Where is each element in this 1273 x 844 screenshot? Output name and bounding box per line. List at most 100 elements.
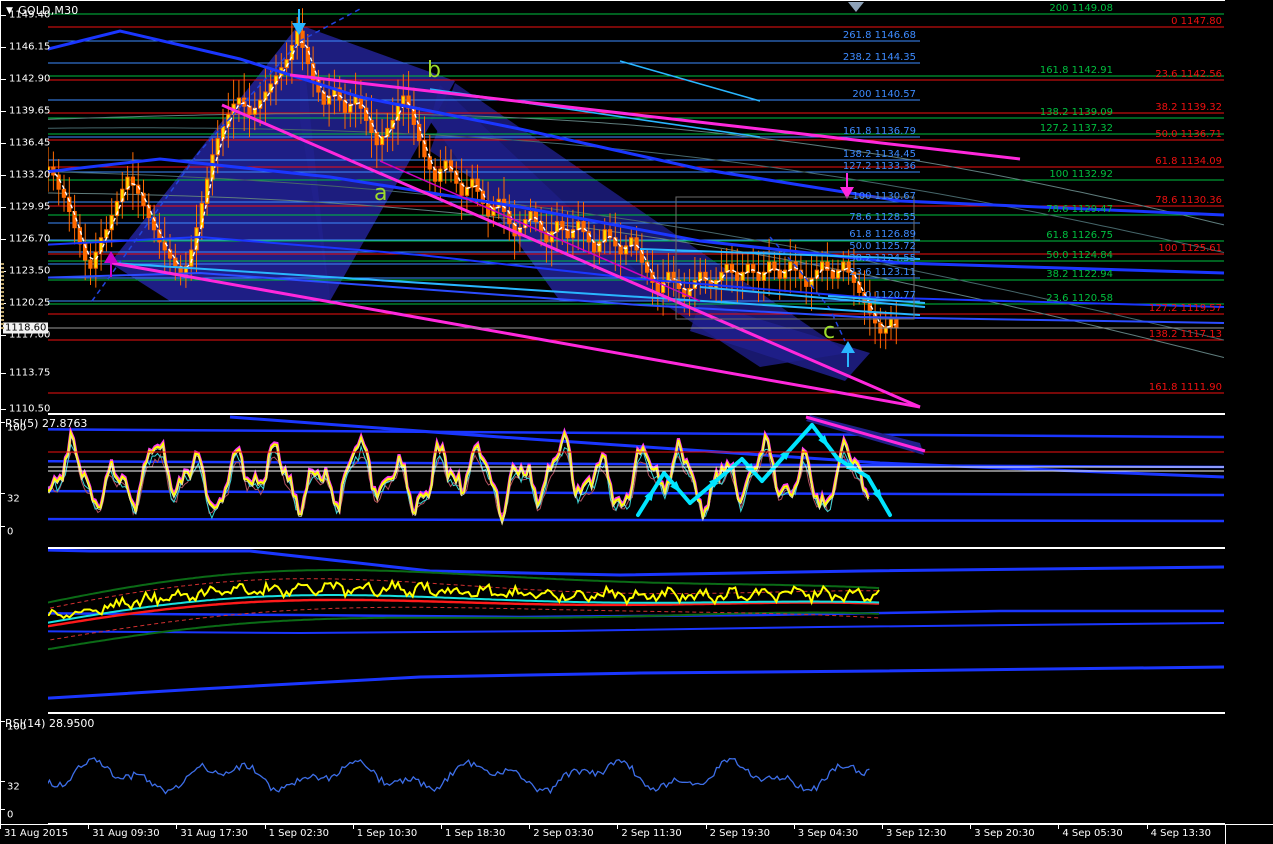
- rsi14-line: [1, 757, 870, 795]
- fib-level-label: 0 1120.77: [865, 290, 916, 301]
- fib-level-label: 127.2 1137.32: [1039, 123, 1113, 134]
- price-tick: [1, 175, 6, 176]
- axis-corner: [1225, 824, 1273, 844]
- time-tick: [882, 825, 883, 829]
- signal-line-red: [1, 598, 880, 636]
- rsi14-label: RSI(14) 28.9500: [5, 717, 95, 730]
- chevron-down-icon[interactable]: ▼: [6, 6, 14, 16]
- price-tick: [1, 373, 6, 374]
- indicator-levels: [0, 549, 1224, 703]
- band-upper-green: [1, 569, 880, 613]
- fib-level-label: 50.0 1136.71: [1155, 129, 1222, 140]
- time-tick: [617, 825, 619, 829]
- scale-tick: [1, 492, 5, 494]
- rsi14-panel[interactable]: [0, 713, 1225, 824]
- price-tick: [1, 409, 6, 410]
- time-tick-label: 2 Sep 03:30: [533, 828, 594, 839]
- symbol-label: GOLD,M30: [18, 4, 79, 17]
- price-tick-label: 1126.70: [9, 233, 51, 245]
- buy-arrow-marker-left: [104, 251, 118, 277]
- price-tick: [1, 111, 6, 112]
- scale-label: 0: [7, 809, 14, 821]
- scale-label: 0: [7, 526, 14, 538]
- band-upper-red-dashed: [1, 578, 880, 619]
- fib-level-label: 238.2 1144.35: [842, 52, 916, 63]
- fib-level-label: 61.8 1126.89: [849, 229, 916, 240]
- time-tick: [970, 825, 972, 829]
- time-tick-label: 1 Sep 02:30: [268, 828, 329, 839]
- time-tick: [1058, 825, 1060, 829]
- scale-tick: [1, 526, 5, 527]
- time-tick-label: 1 Sep 10:30: [356, 828, 418, 839]
- rsi14-scale[interactable]: 100 32 0: [0, 713, 48, 824]
- indicator-scale[interactable]: [0, 548, 48, 713]
- current-price-label: 1118.60: [3, 322, 49, 334]
- fib-level-label: 138.2 1134.45: [842, 149, 916, 160]
- sell-arrow-marker: [292, 9, 306, 35]
- signal-line-yellow: [1, 578, 880, 631]
- fib-level-label: 161.8 1111.90: [1148, 382, 1222, 393]
- scale-tick: [1, 780, 5, 782]
- price-tick: [1, 239, 6, 240]
- fib-level-label: 23.6 1142.56: [1155, 69, 1222, 80]
- fib-level-label: 161.8 1142.91: [1039, 65, 1113, 76]
- time-tick-label: 31 Aug 09:30: [92, 828, 160, 839]
- fib-level-label: 38.2 1139.32: [1155, 102, 1222, 113]
- scale-label: 100: [7, 422, 27, 434]
- blue-bands: [0, 8, 1224, 342]
- time-tick: [793, 825, 795, 829]
- bid-marker: [1, 263, 4, 331]
- time-tick: [529, 825, 531, 829]
- signal-line-cyan: [1, 594, 880, 632]
- main-price-panel[interactable]: a b c 261.8 1146.68 238.2 1144.35 200 1140.5…: [0, 0, 1225, 414]
- rsi5-scale[interactable]: 100 32 0: [0, 414, 48, 548]
- price-tick-label: 1123.50: [9, 265, 51, 277]
- price-tick-label: 1142.90: [9, 73, 51, 85]
- scale-label: 32: [7, 493, 20, 505]
- time-tick: [264, 825, 266, 829]
- symbol-title[interactable]: ▼ GOLD,M30: [6, 4, 79, 17]
- scale-label: 32: [7, 781, 20, 793]
- band-lower-green: [1, 611, 880, 658]
- price-tick-label: 1139.65: [9, 105, 51, 117]
- time-tick: [441, 825, 442, 829]
- price-tick-label: 1149.40: [9, 9, 51, 21]
- time-tick-label: 2 Sep 11:30: [621, 828, 682, 839]
- time-axis[interactable]: 31 Aug 2015 31 Aug 09:30 31 Aug 17:30 1 Sep…: [0, 824, 1225, 844]
- fib-level-label: 100 1132.92: [1049, 169, 1113, 180]
- rsi5-chart-svg: [0, 415, 1224, 526]
- price-scale[interactable]: 1149.40 1146.15 1142.90 1139.65 1136.45 1133.…: [0, 0, 51, 415]
- price-tick-label: 1146.15: [9, 41, 51, 53]
- wave-label-b: b: [427, 58, 441, 83]
- fib-level-label: 38.2 1124.55: [849, 253, 916, 264]
- time-tick-label: 3 Sep 04:30: [797, 828, 859, 839]
- time-tick-label: 31 Aug 17:30: [180, 828, 248, 839]
- time-tick-label: 4 Sep 05:30: [1062, 828, 1123, 839]
- rsi5-panel[interactable]: [0, 414, 1225, 548]
- time-tick: [1146, 825, 1148, 829]
- price-chart-svg: a b c: [0, 2, 1224, 409]
- fib-level-label: 23.6 1123.11: [849, 267, 916, 278]
- price-tick-label: 1136.45: [9, 137, 51, 149]
- scale-tick: [1, 422, 5, 423]
- time-tick: [0, 825, 1, 829]
- fib-level-label: 127.2 1133.36: [842, 161, 916, 172]
- fib-level-label: 200 1140.57: [852, 89, 916, 100]
- price-tick-label: 1110.50: [9, 403, 51, 415]
- time-tick-label: 31 Aug 2015: [4, 828, 69, 839]
- fib-level-label: 127.2 1119.57: [1148, 303, 1222, 314]
- time-tick-label: 3 Sep 12:30: [886, 828, 947, 839]
- time-tick-label: 3 Sep 20:30: [974, 828, 1035, 839]
- fib-level-label: 50.0 1124.84: [1046, 250, 1113, 261]
- fib-level-label: 200 1149.08: [1049, 3, 1113, 14]
- time-tick: [88, 825, 90, 829]
- indicator-chart-svg: [0, 549, 1224, 703]
- price-tick-label: 1120.25: [9, 297, 51, 309]
- fib-level-label: 61.8 1126.75: [1046, 230, 1113, 241]
- buy-arrow-marker-c: [841, 341, 855, 367]
- indicator-panel[interactable]: [0, 548, 1225, 713]
- time-tick-label: 4 Sep 13:30: [1150, 828, 1211, 839]
- rsi-line-magenta: [1, 426, 870, 526]
- fib-level-label: 100 1130.67: [852, 191, 916, 202]
- fib-level-label: 78.6 1128.55: [849, 212, 916, 223]
